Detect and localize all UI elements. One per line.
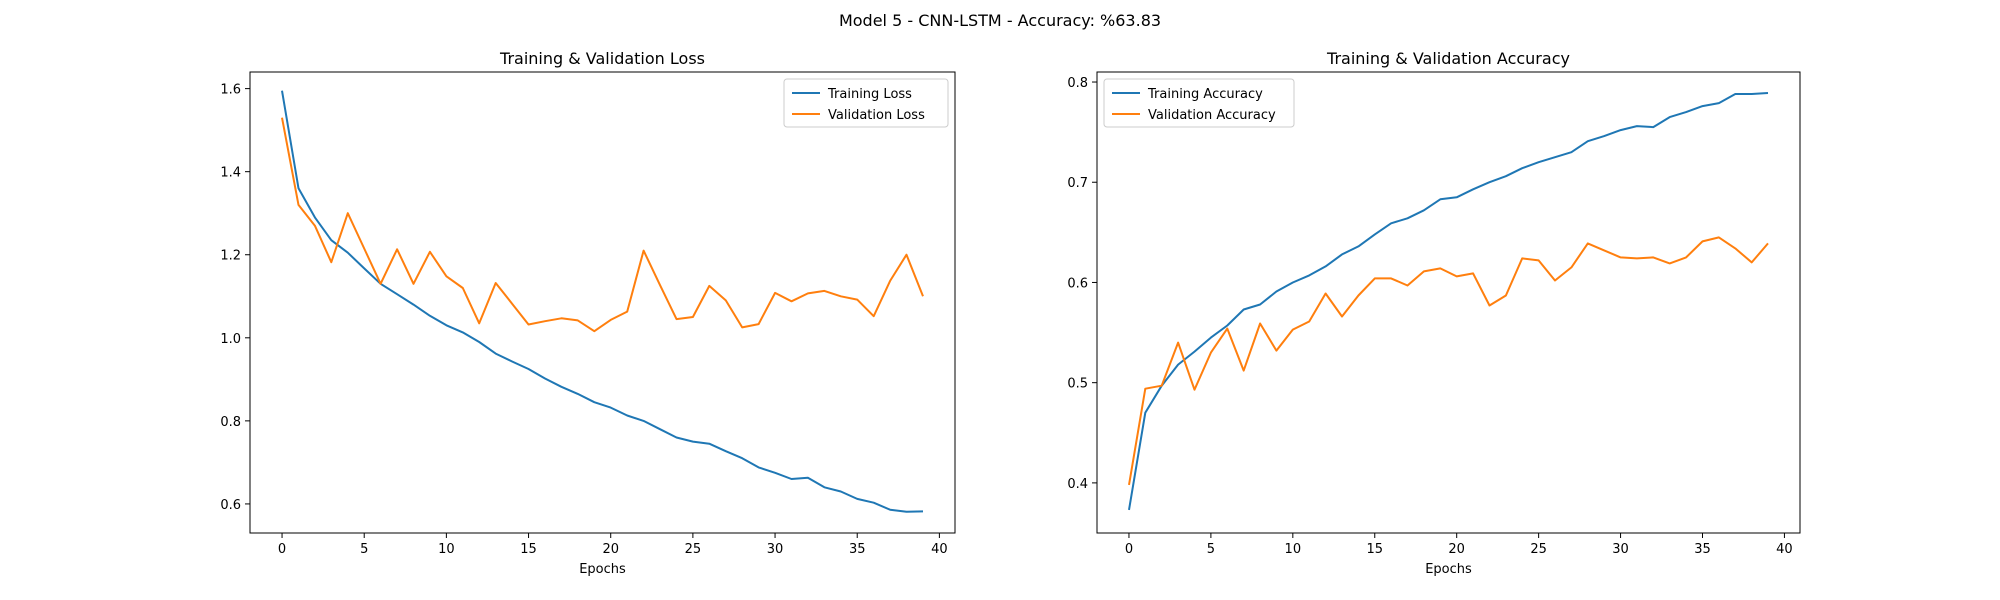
y-tick-label: 0.7 (1067, 176, 1088, 191)
x-tick-label: 35 (1694, 542, 1711, 557)
x-tick-label: 15 (520, 542, 537, 557)
x-tick-label: 15 (1366, 542, 1383, 557)
y-tick-label: 0.5 (1067, 377, 1088, 392)
y-tick-label: 1.6 (220, 83, 241, 98)
accuracy-chart-panel: Training & Validation Accuracy 0 5 10 15 20 25… (1067, 49, 1801, 577)
x-axis-label: Epochs (579, 562, 626, 577)
legend-label: Training Loss (827, 87, 912, 102)
y-tick-label: 0.8 (1067, 76, 1088, 91)
legend-label: Validation Accuracy (1148, 108, 1276, 123)
plot-frame (249, 71, 956, 534)
y-tick-label: 0.6 (220, 498, 241, 513)
legend-label: Training Accuracy (1147, 87, 1263, 102)
loss-chart-panel: Training & Validation Loss 0 5 10 15 20 25 30 35… (220, 49, 956, 577)
y-tick-label: 0.8 (220, 415, 241, 430)
x-tick-label: 20 (1448, 542, 1465, 557)
x-tick-label: 25 (685, 542, 702, 557)
x-tick-label: 0 (1125, 542, 1133, 557)
x-tick-label: 30 (767, 542, 784, 557)
x-tick-label: 0 (278, 542, 286, 557)
x-tick-label: 30 (1612, 542, 1629, 557)
x-tick-label: 40 (931, 542, 948, 557)
y-tick-label: 0.6 (1067, 276, 1088, 291)
series-line-training-accuracy (1128, 92, 1769, 511)
y-tick-label: 0.4 (1067, 477, 1088, 492)
y-tick-label: 1.4 (220, 166, 241, 181)
x-tick-label: 20 (602, 542, 619, 557)
legend-label: Validation Loss (828, 108, 925, 123)
x-tick-label: 35 (849, 542, 866, 557)
y-tick-label: 1.2 (220, 249, 241, 264)
x-axis-label: Epochs (1425, 562, 1472, 577)
y-tick-label: 1.0 (220, 332, 241, 347)
x-tick-label: 40 (1776, 542, 1793, 557)
legend: Training Accuracy Validation Accuracy (1103, 78, 1295, 128)
plot-frame (1096, 71, 1801, 534)
chart-title: Training & Validation Accuracy (1326, 49, 1570, 68)
legend: Training Loss Validation Loss (783, 78, 949, 128)
legend-box (783, 78, 949, 128)
figure-suptitle: Model 5 - CNN-LSTM - Accuracy: %63.83 (839, 11, 1161, 30)
x-tick-label: 25 (1530, 542, 1547, 557)
x-tick-label: 10 (1285, 542, 1302, 557)
x-tick-label: 5 (360, 542, 368, 557)
series-line-validation-accuracy (1128, 236, 1769, 486)
x-tick-label: 10 (438, 542, 455, 557)
legend-box (1103, 78, 1295, 128)
series-line-validation-loss (281, 117, 924, 333)
series-line-training-loss (281, 90, 924, 513)
x-tick-label: 5 (1207, 542, 1215, 557)
chart-title: Training & Validation Loss (499, 49, 705, 68)
